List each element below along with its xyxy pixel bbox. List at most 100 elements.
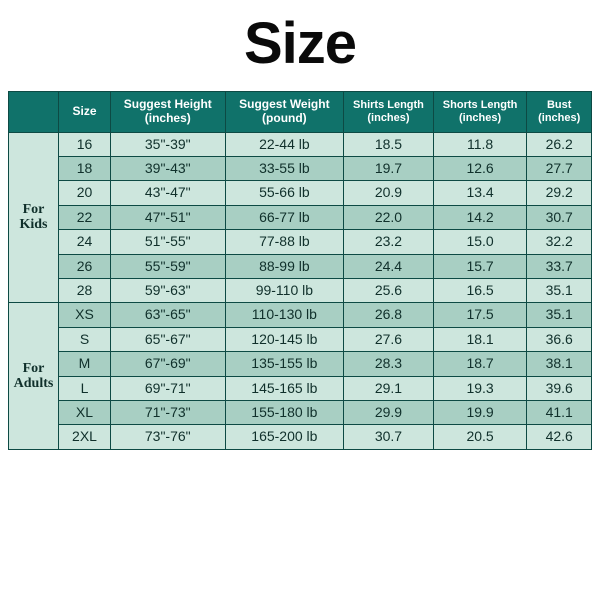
cell-shirts: 25.6: [344, 278, 434, 302]
cell-shirts: 29.9: [344, 400, 434, 424]
cell-shirts: 27.6: [344, 327, 434, 351]
cell-bust: 29.2: [527, 181, 592, 205]
cell-height: 51"-55": [111, 230, 226, 254]
cell-shorts: 15.7: [433, 254, 527, 278]
cell-height: 63"-65": [111, 303, 226, 327]
cell-size: 26: [58, 254, 110, 278]
table-row: XL71"-73"155-180 lb29.919.941.1: [9, 400, 592, 424]
table-row: 1839"-43"33-55 lb19.712.627.7: [9, 156, 592, 180]
cell-size: XL: [58, 400, 110, 424]
cell-height: 67"-69": [111, 352, 226, 376]
table-row: M67"-69"135-155 lb28.318.738.1: [9, 352, 592, 376]
header-bust-l2: (inches): [538, 112, 580, 124]
header-weight-l2: (pound): [262, 111, 307, 125]
group-label: ForKids: [9, 132, 59, 303]
cell-height: 59"-63": [111, 278, 226, 302]
cell-bust: 35.1: [527, 278, 592, 302]
table-row: S65"-67"120-145 lb27.618.136.6: [9, 327, 592, 351]
header-height-l1: Suggest Height: [124, 97, 212, 111]
cell-shorts: 15.0: [433, 230, 527, 254]
cell-weight: 135-155 lb: [225, 352, 344, 376]
cell-height: 65"-67": [111, 327, 226, 351]
table-row: 2655"-59"88-99 lb24.415.733.7: [9, 254, 592, 278]
cell-weight: 165-200 lb: [225, 425, 344, 449]
cell-weight: 33-55 lb: [225, 156, 344, 180]
cell-shorts: 17.5: [433, 303, 527, 327]
cell-size: S: [58, 327, 110, 351]
cell-height: 35"-39": [111, 132, 226, 156]
table-row: 2043"-47"55-66 lb20.913.429.2: [9, 181, 592, 205]
page-title: Size: [0, 10, 600, 77]
cell-shorts: 19.9: [433, 400, 527, 424]
cell-shirts: 19.7: [344, 156, 434, 180]
group-label-l1: For: [23, 202, 45, 217]
header-blank: [9, 92, 59, 133]
table-row: L69"-71"145-165 lb29.119.339.6: [9, 376, 592, 400]
cell-size: L: [58, 376, 110, 400]
table-row: ForKids1635"-39"22-44 lb18.511.826.2: [9, 132, 592, 156]
cell-weight: 120-145 lb: [225, 327, 344, 351]
cell-shorts: 18.7: [433, 352, 527, 376]
header-weight: Suggest Weight (pound): [225, 92, 344, 133]
cell-bust: 30.7: [527, 205, 592, 229]
cell-bust: 38.1: [527, 352, 592, 376]
cell-size: 20: [58, 181, 110, 205]
size-table-body: ForKids1635"-39"22-44 lb18.511.826.21839…: [9, 132, 592, 449]
cell-shorts: 13.4: [433, 181, 527, 205]
cell-bust: 33.7: [527, 254, 592, 278]
cell-shorts: 20.5: [433, 425, 527, 449]
cell-shirts: 24.4: [344, 254, 434, 278]
header-weight-l1: Suggest Weight: [239, 97, 329, 111]
cell-weight: 155-180 lb: [225, 400, 344, 424]
cell-size: 2XL: [58, 425, 110, 449]
header-shorts-l1: Shorts Length: [443, 99, 518, 111]
cell-size: 22: [58, 205, 110, 229]
cell-weight: 55-66 lb: [225, 181, 344, 205]
header-shirts-l2: (inches): [367, 112, 409, 124]
cell-shirts: 20.9: [344, 181, 434, 205]
cell-height: 39"-43": [111, 156, 226, 180]
group-label-l1: For: [23, 361, 45, 376]
group-label-l2: Kids: [19, 217, 47, 232]
cell-size: 28: [58, 278, 110, 302]
cell-shorts: 18.1: [433, 327, 527, 351]
table-row: 2451"-55"77-88 lb23.215.032.2: [9, 230, 592, 254]
cell-bust: 41.1: [527, 400, 592, 424]
page-root: { "title": "Size", "title_fontsize": 58,…: [0, 0, 600, 600]
header-size-l1: Size: [72, 104, 96, 118]
header-shorts: Shorts Length (inches): [433, 92, 527, 133]
cell-shirts: 30.7: [344, 425, 434, 449]
cell-bust: 36.6: [527, 327, 592, 351]
cell-shirts: 23.2: [344, 230, 434, 254]
cell-shorts: 19.3: [433, 376, 527, 400]
size-table: Size Suggest Height (inches) Suggest Wei…: [8, 91, 592, 450]
cell-bust: 35.1: [527, 303, 592, 327]
cell-weight: 110-130 lb: [225, 303, 344, 327]
header-bust-l1: Bust: [547, 99, 571, 111]
cell-size: M: [58, 352, 110, 376]
cell-size: 16: [58, 132, 110, 156]
cell-height: 43"-47": [111, 181, 226, 205]
cell-shorts: 11.8: [433, 132, 527, 156]
cell-shirts: 18.5: [344, 132, 434, 156]
header-shorts-l2: (inches): [459, 112, 501, 124]
header-row: Size Suggest Height (inches) Suggest Wei…: [9, 92, 592, 133]
header-shirts: Shirts Length (inches): [344, 92, 434, 133]
cell-size: XS: [58, 303, 110, 327]
cell-weight: 66-77 lb: [225, 205, 344, 229]
cell-bust: 39.6: [527, 376, 592, 400]
header-size: Size: [58, 92, 110, 133]
cell-bust: 26.2: [527, 132, 592, 156]
table-row: 2XL73"-76"165-200 lb30.720.542.6: [9, 425, 592, 449]
cell-shirts: 22.0: [344, 205, 434, 229]
table-row: 2247"-51"66-77 lb22.014.230.7: [9, 205, 592, 229]
cell-bust: 27.7: [527, 156, 592, 180]
cell-height: 71"-73": [111, 400, 226, 424]
cell-height: 47"-51": [111, 205, 226, 229]
cell-weight: 22-44 lb: [225, 132, 344, 156]
cell-bust: 42.6: [527, 425, 592, 449]
cell-shorts: 12.6: [433, 156, 527, 180]
header-bust: Bust (inches): [527, 92, 592, 133]
cell-shirts: 28.3: [344, 352, 434, 376]
cell-weight: 88-99 lb: [225, 254, 344, 278]
